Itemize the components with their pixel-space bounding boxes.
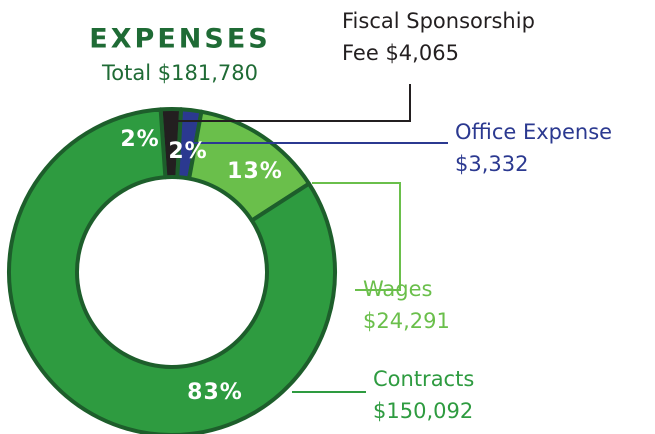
legend-label: Wages — [363, 277, 432, 301]
data-label: 13% — [227, 159, 283, 184]
annotations — [178, 84, 448, 393]
chart-subtitle: Total $181,780 — [101, 61, 258, 85]
legend-label: Fee $4,065 — [342, 41, 459, 65]
legend-label: Contracts — [373, 367, 474, 391]
data-label: 2% — [120, 127, 159, 152]
legend-label: $150,092 — [373, 399, 473, 423]
chart-title: EXPENSES — [89, 24, 270, 55]
slice — [7, 107, 337, 434]
legend-label: Office Expense — [455, 120, 612, 144]
data-label: 83% — [187, 380, 243, 405]
leader-line — [178, 84, 411, 122]
data-label: 2% — [168, 139, 207, 164]
legend-label: $3,332 — [455, 152, 528, 176]
legend-label: Fiscal Sponsorship — [342, 9, 535, 33]
leader-line — [312, 182, 401, 291]
donut — [7, 107, 337, 434]
legend-label: $24,291 — [363, 309, 450, 333]
